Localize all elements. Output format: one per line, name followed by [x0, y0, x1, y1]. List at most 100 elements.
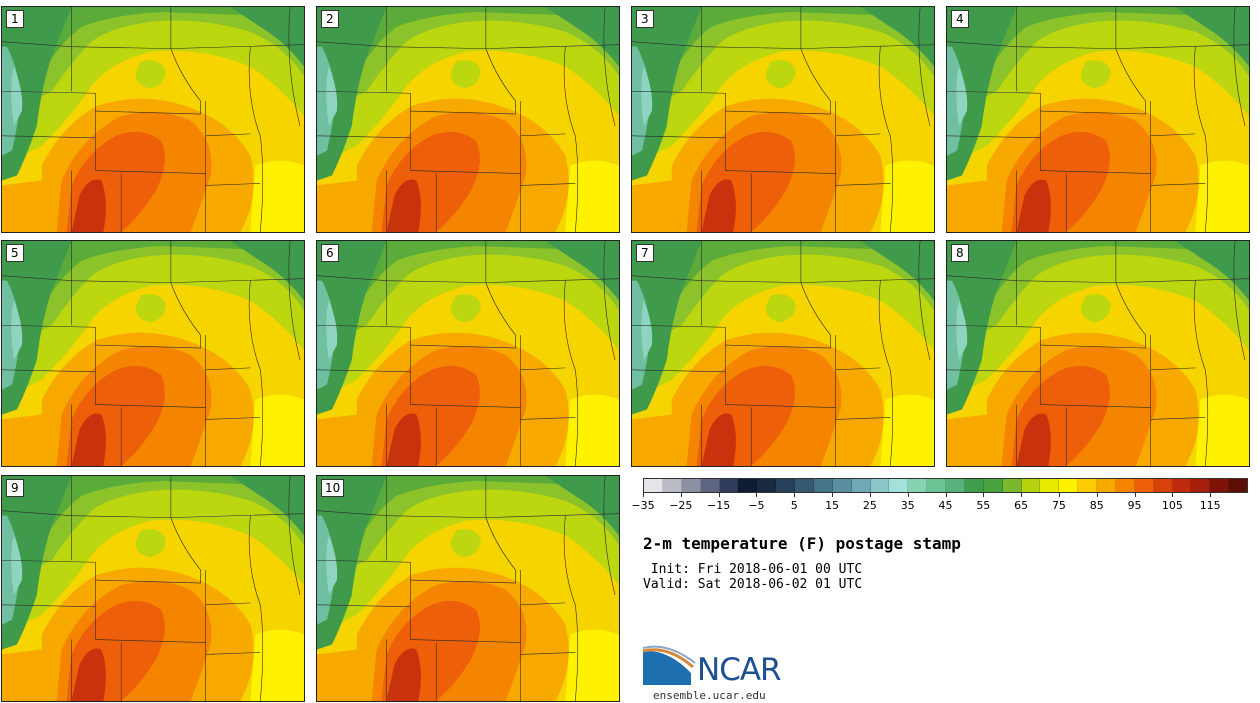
colorbar-swatch	[1115, 479, 1135, 492]
colorbar-tick-label: 55	[976, 499, 991, 512]
map-panel-1[interactable]: 1	[1, 6, 305, 233]
colorbar-swatch	[644, 479, 663, 492]
colorbar-tick	[794, 493, 796, 497]
colorbar-swatch	[1153, 479, 1173, 492]
colorbar-tick	[832, 493, 834, 497]
colorbar-tick	[983, 493, 985, 497]
panel-number-label: 4	[951, 10, 969, 28]
panel-number-label: 5	[6, 244, 24, 262]
colorbar-tick	[1096, 493, 1098, 497]
panel-number-label: 6	[321, 244, 339, 262]
temperature-map	[2, 476, 304, 701]
colorbar-swatch	[870, 479, 890, 492]
colorbar-tick	[869, 493, 871, 497]
colorbar-swatch	[946, 479, 965, 492]
colorbar-swatch	[1002, 479, 1022, 492]
map-panel-8[interactable]: 8	[946, 240, 1250, 467]
colorbar-tick-label: 115	[1199, 499, 1221, 512]
colorbar-tick-label: 15	[825, 499, 840, 512]
panel-number-label: 8	[951, 244, 969, 262]
temperature-map	[317, 476, 619, 701]
temperature-map	[317, 241, 619, 466]
valid-time: Valid: Sat 2018-06-02 01 UTC	[643, 577, 863, 592]
colorbar	[643, 478, 1248, 493]
colorbar-swatch	[908, 479, 928, 492]
colorbar-tick	[1210, 493, 1212, 497]
map-panel-3[interactable]: 3	[631, 6, 935, 233]
colorbar-tick	[1058, 493, 1060, 497]
temperature-map	[947, 7, 1249, 232]
colorbar-swatch	[1059, 479, 1079, 492]
temperature-map	[632, 7, 934, 232]
colorbar-tick	[718, 493, 720, 497]
temperature-map	[2, 241, 304, 466]
colorbar-tick-label: −35	[631, 499, 655, 512]
ncar-logo-text: NCAR	[697, 652, 782, 688]
colorbar-swatch	[1040, 479, 1060, 492]
colorbar-tick	[1021, 493, 1023, 497]
colorbar-swatch	[1021, 479, 1041, 492]
colorbar-ticks: −35 −25 −15 −5 5 15 25 35 45 55 65 75 85 95 105 115	[631, 493, 1248, 513]
colorbar-tick-label: 65	[1014, 499, 1029, 512]
panel-number-label: 1	[6, 10, 24, 28]
colorbar-swatch	[1172, 479, 1192, 492]
panel-number-label: 3	[636, 10, 654, 28]
colorbar-tick-label: 45	[938, 499, 953, 512]
colorbar-swatch	[738, 479, 758, 492]
colorbar-swatch	[1210, 479, 1230, 492]
temperature-map	[2, 7, 304, 232]
colorbar-tick-label: 95	[1127, 499, 1142, 512]
colorbar-swatch	[851, 479, 871, 492]
colorbar-swatch	[1134, 479, 1154, 492]
colorbar-tick-label: 85	[1089, 499, 1104, 512]
map-panel-7[interactable]: 7	[631, 240, 935, 467]
colorbar-tick-label: −5	[748, 499, 765, 512]
map-panel-6[interactable]: 6	[316, 240, 620, 467]
colorbar-tick-label: 75	[1051, 499, 1066, 512]
map-panel-9[interactable]: 9	[1, 475, 305, 702]
colorbar-swatch	[889, 479, 909, 492]
colorbar-tick-label: 25	[862, 499, 877, 512]
ncar-logo	[643, 645, 696, 685]
colorbar-tick-label: 35	[900, 499, 915, 512]
map-panel-2[interactable]: 2	[316, 6, 620, 233]
chart-title: 2-m temperature (F) postage stamp	[643, 534, 961, 553]
colorbar-swatch	[1078, 479, 1097, 492]
panel-number-label: 2	[321, 10, 339, 28]
colorbar-swatch	[662, 479, 682, 492]
colorbar-swatch	[813, 479, 833, 492]
colorbar-tick-label: −25	[669, 499, 693, 512]
colorbar-tick	[1134, 493, 1136, 497]
temperature-map	[632, 241, 934, 466]
colorbar-tick	[907, 493, 909, 497]
colorbar-swatch	[1229, 479, 1247, 492]
colorbar-tick	[756, 493, 758, 497]
init-time: Init: Fri 2018-06-01 00 UTC	[643, 562, 863, 577]
colorbar-swatch	[1097, 479, 1116, 492]
colorbar-tick-label: 5	[790, 499, 798, 512]
panel-number-label: 10	[321, 479, 345, 497]
panel-number-label: 7	[636, 244, 654, 262]
temperature-map	[947, 241, 1249, 466]
map-panel-5[interactable]: 5	[1, 240, 305, 467]
colorbar-swatch	[700, 479, 720, 492]
colorbar-swatch	[964, 479, 984, 492]
logo-url[interactable]: ensemble.ucar.edu	[653, 689, 766, 702]
colorbar-tick-label: −15	[707, 499, 731, 512]
temperature-map	[317, 7, 619, 232]
colorbar-swatch	[983, 479, 1003, 492]
colorbar-tick-label: 105	[1161, 499, 1183, 512]
map-panel-10[interactable]: 10	[316, 475, 620, 702]
colorbar-swatch	[757, 479, 777, 492]
colorbar-swatch	[832, 479, 852, 492]
colorbar-swatch	[719, 479, 739, 492]
colorbar-swatch	[1191, 479, 1211, 492]
panel-number-label: 9	[6, 479, 24, 497]
colorbar-swatch	[681, 479, 701, 492]
colorbar-swatch	[795, 479, 814, 492]
colorbar-swatch	[776, 479, 795, 492]
colorbar-tick	[945, 493, 947, 497]
map-panel-4[interactable]: 4	[946, 6, 1250, 233]
colorbar-tick	[643, 493, 644, 497]
colorbar-tick	[1172, 493, 1174, 497]
